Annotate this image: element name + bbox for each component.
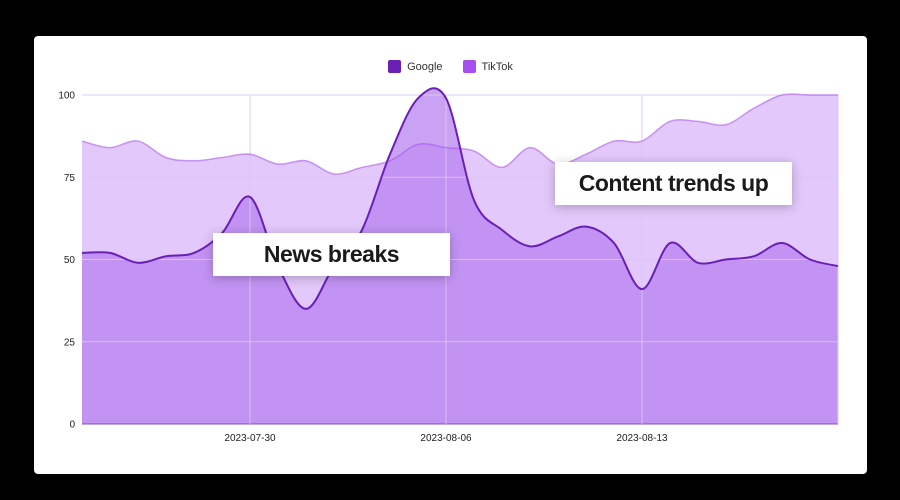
google-point: [500, 228, 504, 232]
tiktok-point: [500, 165, 504, 169]
tiktok-point: [80, 139, 84, 143]
tiktok-point: [248, 152, 252, 156]
google-point: [584, 225, 588, 229]
y-tick-label: 50: [64, 255, 76, 266]
chart-card: Google TikTok 0 25 50 75 100 2023-07-30 2023-0…: [34, 36, 867, 474]
y-tick-label: 25: [64, 337, 76, 348]
tiktok-point: [220, 156, 224, 160]
google-area: [82, 88, 838, 424]
tiktok-point: [612, 139, 616, 143]
google-point: [836, 264, 840, 268]
tiktok-point: [584, 152, 588, 156]
x-tick-label: 2023-07-30: [224, 433, 276, 444]
tiktok-point: [668, 119, 672, 123]
tiktok-point: [416, 142, 420, 146]
google-point: [668, 241, 672, 245]
tiktok-point: [360, 165, 364, 169]
google-line: [81, 87, 839, 310]
tiktok-point: [696, 119, 700, 123]
google-point: [696, 261, 700, 265]
google-point: [752, 254, 756, 258]
tiktok-point: [164, 156, 168, 160]
google-point: [612, 241, 616, 245]
tiktok-point: [472, 149, 476, 153]
y-tick-label: 0: [69, 420, 75, 431]
google-point: [808, 258, 812, 262]
tiktok-point: [808, 93, 812, 97]
tiktok-point: [444, 146, 448, 150]
legend-swatch-google: [388, 60, 402, 73]
legend-label-google: Google: [407, 60, 443, 73]
google-point: [360, 228, 364, 232]
tiktok-point: [108, 146, 112, 150]
y-tick-label: 100: [58, 91, 75, 102]
google-point: [192, 251, 196, 255]
google-point: [388, 152, 392, 156]
google-point: [640, 287, 644, 291]
google-point: [416, 96, 420, 100]
tiktok-point: [192, 159, 196, 163]
annotation-news-breaks: News breaks: [213, 233, 450, 276]
google-point: [528, 244, 532, 248]
tiktok-point: [276, 162, 280, 166]
google-point: [780, 241, 784, 245]
google-point: [108, 251, 112, 255]
tiktok-point: [640, 139, 644, 143]
tiktok-point: [528, 146, 532, 150]
tiktok-point: [332, 172, 336, 176]
google-point: [556, 234, 560, 238]
google-point: [80, 251, 84, 255]
google-point: [164, 254, 168, 258]
google-point: [472, 198, 476, 202]
tiktok-point: [724, 123, 728, 127]
google-point: [136, 261, 140, 265]
tiktok-point: [752, 106, 756, 110]
x-tick-label: 2023-08-13: [616, 433, 668, 444]
legend-item-google[interactable]: Google: [388, 60, 443, 73]
tiktok-point: [304, 159, 308, 163]
annotation-content-trends-up: Content trends up: [555, 162, 792, 205]
tiktok-point: [388, 159, 392, 163]
google-point: [444, 96, 448, 100]
google-point: [248, 195, 252, 199]
tiktok-point: [836, 93, 840, 97]
legend-item-tiktok[interactable]: TikTok: [462, 60, 513, 73]
legend-label-tiktok: TikTok: [481, 60, 513, 73]
y-tick-label: 75: [64, 173, 76, 184]
tiktok-point: [780, 93, 784, 97]
google-point: [304, 307, 308, 311]
chart-legend: Google TikTok: [34, 60, 867, 73]
legend-swatch-tiktok: [462, 60, 476, 73]
google-point: [724, 258, 728, 262]
area-chart: 0 25 50 75 100 2023-07-30 2023-08-06 2023-08-13: [58, 87, 840, 444]
tiktok-point: [136, 139, 140, 143]
x-tick-label: 2023-08-06: [420, 433, 472, 444]
